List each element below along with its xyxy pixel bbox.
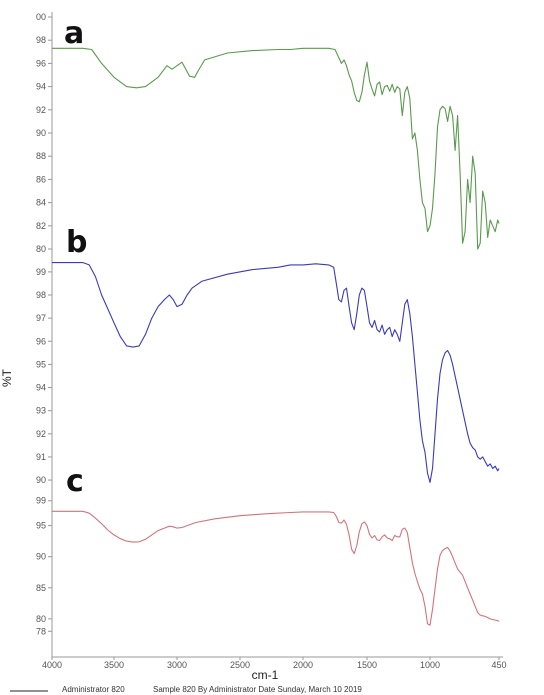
y-tick-label: 97 bbox=[36, 313, 46, 323]
footer-sample-info: Sample 820 By Administrator Date Sunday,… bbox=[153, 685, 362, 694]
y-tick-label: 95 bbox=[36, 521, 46, 531]
y-tick-label: 80 bbox=[36, 614, 46, 624]
y-tick-label: 00 bbox=[36, 12, 46, 22]
x-tick-label: 4000 bbox=[42, 660, 62, 670]
x-tick-label: 1000 bbox=[420, 660, 440, 670]
panel-label-c: c bbox=[66, 464, 84, 499]
y-tick-label: 94 bbox=[36, 383, 46, 393]
y-tick-label: 90 bbox=[36, 552, 46, 562]
y-tick-label: 85 bbox=[36, 583, 46, 593]
panel-label-a: a bbox=[64, 16, 84, 51]
y-tick-label: 99 bbox=[36, 267, 46, 277]
y-tick-label: 96 bbox=[36, 58, 46, 68]
axes bbox=[51, 12, 503, 658]
y-tick-label: 90 bbox=[36, 128, 46, 138]
y-tick-label: 86 bbox=[36, 174, 46, 184]
x-tick-label: 2500 bbox=[230, 660, 250, 670]
y-tick-label: 92 bbox=[36, 429, 46, 439]
panel-c: 99 95 90 85 80 78 c bbox=[36, 464, 500, 636]
footer-user: Administrator 820 bbox=[62, 685, 125, 694]
panels: 0098969492908886848280a99989796959493929… bbox=[36, 12, 500, 636]
x-tick-label: 1500 bbox=[357, 660, 377, 670]
panel-a: 00 98 96 94 92 90 88 86 84 82 80 a bbox=[36, 12, 500, 254]
panel-label-b: b bbox=[66, 225, 87, 260]
y-tick-label: 80 bbox=[36, 244, 46, 254]
y-tick-label: 88 bbox=[36, 151, 46, 161]
spectrum-line-c bbox=[52, 510, 500, 626]
y-axis-title: %T bbox=[0, 368, 14, 387]
y-tick-label: 94 bbox=[36, 82, 46, 92]
y-tick-label: 91 bbox=[36, 452, 46, 462]
y-tick-label: 95 bbox=[36, 359, 46, 369]
y-tick-label: 82 bbox=[36, 221, 46, 231]
y-tick-label: 96 bbox=[36, 336, 46, 346]
x-tick-label: 3000 bbox=[167, 660, 187, 670]
y-tick-label: 98 bbox=[36, 35, 46, 45]
y-tick-label: 93 bbox=[36, 406, 46, 416]
x-tick-label: 3500 bbox=[104, 660, 124, 670]
y-tick-label: 98 bbox=[36, 290, 46, 300]
x-tick-label: 2000 bbox=[293, 660, 313, 670]
x-ticks: 4000 3500 3000 2500 2000 1500 1000 450 bbox=[42, 657, 507, 670]
spectrum-line-b bbox=[52, 262, 500, 483]
y-tick-label: 99 bbox=[36, 496, 46, 506]
spectrum-line-a bbox=[52, 47, 500, 250]
y-tick-label: 92 bbox=[36, 105, 46, 115]
x-tick-label: 450 bbox=[491, 660, 506, 670]
y-tick-label: 78 bbox=[36, 626, 46, 636]
y-tick-label: 84 bbox=[36, 198, 46, 208]
x-axis-title: cm-1 bbox=[252, 668, 279, 682]
panel-b: 99 98 97 96 95 94 93 92 91 90 b bbox=[36, 225, 500, 485]
y-tick-label: 90 bbox=[36, 475, 46, 485]
